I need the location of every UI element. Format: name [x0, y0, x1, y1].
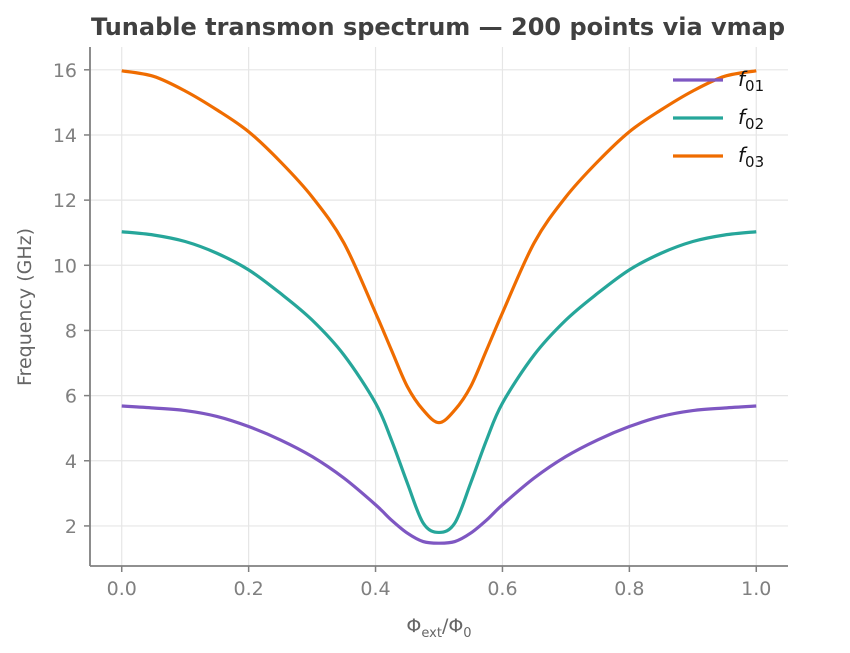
x-tick-label: 0.2	[234, 578, 264, 600]
x-tick-label: 0.0	[107, 578, 137, 600]
grid	[90, 47, 788, 566]
y-tick-label: 8	[65, 320, 77, 342]
legend-label-f02: f02	[738, 105, 764, 133]
x-tick-label: 0.8	[614, 578, 644, 600]
legend-label-f01: f01	[738, 67, 764, 95]
x-ticks: 0.0 0.2 0.4 0.6 0.8 1.0	[107, 566, 771, 600]
x-tick-label: 0.6	[487, 578, 517, 600]
series-lines	[121, 69, 757, 545]
x-tick-label: 1.0	[741, 578, 771, 600]
legend: f01 f02 f03	[673, 67, 764, 171]
x-tick-label: 0.4	[360, 578, 390, 600]
y-tick-label: 2	[65, 516, 77, 538]
y-tick-label: 12	[53, 190, 77, 212]
x-axis-label: Φext/Φ0	[406, 615, 471, 641]
y-axis-label: Frequency (GHz)	[14, 228, 36, 386]
y-tick-label: 16	[53, 60, 77, 82]
chart-title: Tunable transmon spectrum — 200 points v…	[91, 13, 785, 41]
y-tick-label: 10	[53, 255, 77, 277]
y-tick-label: 14	[53, 125, 77, 147]
legend-label-f03: f03	[738, 143, 764, 171]
series-line-f02	[121, 230, 757, 535]
series-line-f03	[121, 69, 757, 425]
y-tick-label: 4	[65, 451, 77, 473]
y-tick-label: 6	[65, 386, 77, 408]
y-ticks: 2 4 6 8 10 12 14 16	[53, 60, 90, 538]
series-line-f01	[121, 404, 757, 545]
